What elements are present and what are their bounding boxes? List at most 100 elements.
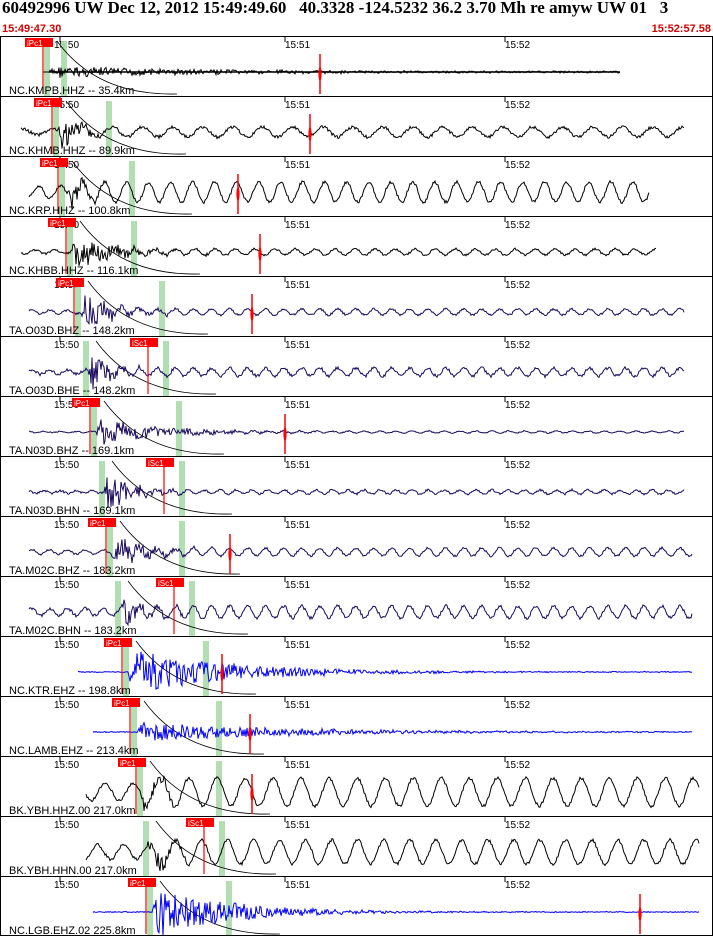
minute-tick-label: 15:50 <box>54 760 79 771</box>
waveform-trace <box>28 599 693 627</box>
minute-tick-label: 15:52 <box>505 400 530 411</box>
station-label: NC.LGB.EHZ.02 225.8km <box>9 925 136 937</box>
phase-pick-flag[interactable] <box>25 38 53 47</box>
phase-pick-label: iPc1 <box>106 639 122 648</box>
panel-10[interactable]: 15:50 15:51 15:52 iPc1 NC.KTR.EHZ -- 198.8km <box>0 636 713 697</box>
minute-tick-label: 15:51 <box>285 400 310 411</box>
station-label: TA.O03D.BHZ -- 148.2km <box>9 325 135 337</box>
waveform-trace <box>77 651 693 691</box>
phase-pick-label: iPc1 <box>58 279 74 288</box>
phase-pick-flag[interactable] <box>48 218 76 227</box>
travel-time-curve <box>95 340 217 395</box>
station-label: TA.M02C.BHN -- 183.2km <box>9 625 137 637</box>
waveform-trace <box>85 837 700 871</box>
phase-pick-label: iPc1 <box>120 759 136 768</box>
minute-tick-label: 15:52 <box>505 460 530 471</box>
panel-14[interactable]: 15:50 15:51 15:52 iPc1 NC.LGB.EHZ.02 225.8km <box>0 876 713 937</box>
minute-tick-label: 15:50 <box>54 820 79 831</box>
station-label: TA.N03D.BHN -- 169.1km <box>9 505 135 517</box>
coda-pick-marker <box>236 187 240 201</box>
phase-pick-label: iSc1 <box>148 459 164 468</box>
coda-pick-marker <box>248 727 252 741</box>
travel-time-curve <box>87 280 209 335</box>
coda-pick-marker <box>250 787 254 801</box>
phase-pick-flag[interactable] <box>34 98 62 107</box>
phase-pick-flag[interactable] <box>156 578 184 587</box>
waveform-trace <box>28 295 685 326</box>
station-label: BK.YBH.HHZ.00 217.0km <box>9 805 136 817</box>
panel-7[interactable]: 15:50 15:51 15:52 iSc1 TA.N03D.BHN -- 169.1k… <box>0 456 713 517</box>
phase-pick-flag[interactable] <box>40 158 68 167</box>
panel-5[interactable]: 15:50 15:51 15:52 iSc1 TA.O03D.BHE -- 148.2k… <box>0 336 713 397</box>
station-label: NC.KTR.EHZ -- 198.8km <box>9 685 131 697</box>
phase-band <box>75 281 81 336</box>
minute-tick-label: 15:52 <box>505 40 530 51</box>
panel-13[interactable]: 15:50 15:51 15:52 iSc1 BK.YBH.HHN.00 217.0km <box>0 816 713 877</box>
phase-pick-label: iPc1 <box>50 219 66 228</box>
phase-pick-flag[interactable] <box>56 278 84 287</box>
phase-pick-flag[interactable] <box>112 698 140 707</box>
waveform-trace <box>20 121 685 149</box>
minute-tick-label: 15:52 <box>505 880 530 891</box>
minute-tick-label: 15:51 <box>285 580 310 591</box>
minute-tick-label: 15:50 <box>54 520 79 531</box>
phase-pick-flag[interactable] <box>186 818 214 827</box>
phase-band <box>106 101 112 156</box>
minute-tick-label: 15:52 <box>505 640 530 651</box>
panel-6[interactable]: 15:50 15:51 15:52 iPc1 TA.N03D.BHZ -- 169.1k… <box>0 396 713 457</box>
minute-tick-label: 15:52 <box>505 700 530 711</box>
minute-tick-label: 15:52 <box>505 820 530 831</box>
minute-tick-label: 15:52 <box>505 100 530 111</box>
waveform-trace <box>92 893 700 937</box>
seismogram-panels[interactable]: 15:50 15:51 15:52 iPc1 NC.KMPB.HHZ -- 35.4km… <box>0 36 713 938</box>
phase-pick-flag[interactable] <box>130 338 158 347</box>
minute-tick-label: 15:51 <box>285 340 310 351</box>
phase-band <box>123 641 129 696</box>
phase-pick-label: iPc1 <box>74 399 90 408</box>
waveform-trace <box>28 176 650 210</box>
waveform-trace <box>28 538 693 564</box>
phase-pick-label: iPc1 <box>114 699 130 708</box>
waveform-trace <box>92 721 693 741</box>
travel-time-curve <box>56 40 178 95</box>
panel-1[interactable]: 15:50 15:51 15:52 iPc1 NC.KHMB.HHZ -- 89.9km <box>0 96 713 157</box>
phase-pick-flag[interactable] <box>146 458 174 467</box>
phase-pick-flag[interactable] <box>104 638 132 647</box>
phase-band <box>115 581 121 636</box>
travel-time-curve <box>143 700 265 755</box>
panel-9[interactable]: 15:50 15:51 15:52 iSc1 TA.M02C.BHN -- 183.2k… <box>0 576 713 637</box>
phase-band <box>131 221 137 276</box>
event-title: 60492996 UW Dec 12, 2012 15:49:49.60 40.… <box>2 0 669 17</box>
phase-band <box>91 401 97 456</box>
travel-time-curve <box>127 580 249 635</box>
panel-8[interactable]: 15:50 15:51 15:52 iPc1 TA.M02C.BHZ -- 183.2k… <box>0 516 713 577</box>
phase-band <box>203 641 209 696</box>
phase-pick-flag[interactable] <box>128 878 156 887</box>
travel-time-curve <box>159 880 281 935</box>
phase-pick-label: iPc1 <box>42 159 58 168</box>
minute-tick-label: 15:51 <box>285 460 310 471</box>
minute-tick-label: 15:50 <box>54 400 79 411</box>
minute-tick-label: 15:50 <box>54 580 79 591</box>
station-label: NC.KRP.HHZ -- 100.8km <box>9 205 130 217</box>
station-label: NC.KMPB.HHZ -- 35.4km <box>9 85 134 97</box>
panel-11[interactable]: 15:50 15:51 15:52 iPc1 NC.LAMB.EHZ -- 213.4k… <box>0 696 713 757</box>
phase-pick-flag[interactable] <box>72 398 100 407</box>
phase-pick-flag[interactable] <box>118 758 146 767</box>
panel-12[interactable]: 15:50 15:51 15:52 iPc1 BK.YBH.HHZ.00 217.0km <box>0 756 713 817</box>
phase-band <box>189 581 195 636</box>
phase-pick-label: iPc1 <box>90 519 106 528</box>
minute-tick-label: 15:51 <box>285 220 310 231</box>
phase-pick-flag[interactable] <box>88 518 116 527</box>
coda-pick-marker <box>318 67 322 81</box>
minute-tick-label: 15:51 <box>285 520 310 531</box>
minute-tick-label: 15:52 <box>505 340 530 351</box>
minute-tick-label: 15:52 <box>505 580 530 591</box>
window-end-time: 15:52:57.58 <box>651 23 711 35</box>
station-label: BK.YBH.HHN.00 217.0km <box>9 865 137 877</box>
record-header: 60492996 UW Dec 12, 2012 15:49:49.60 40.… <box>0 0 713 36</box>
